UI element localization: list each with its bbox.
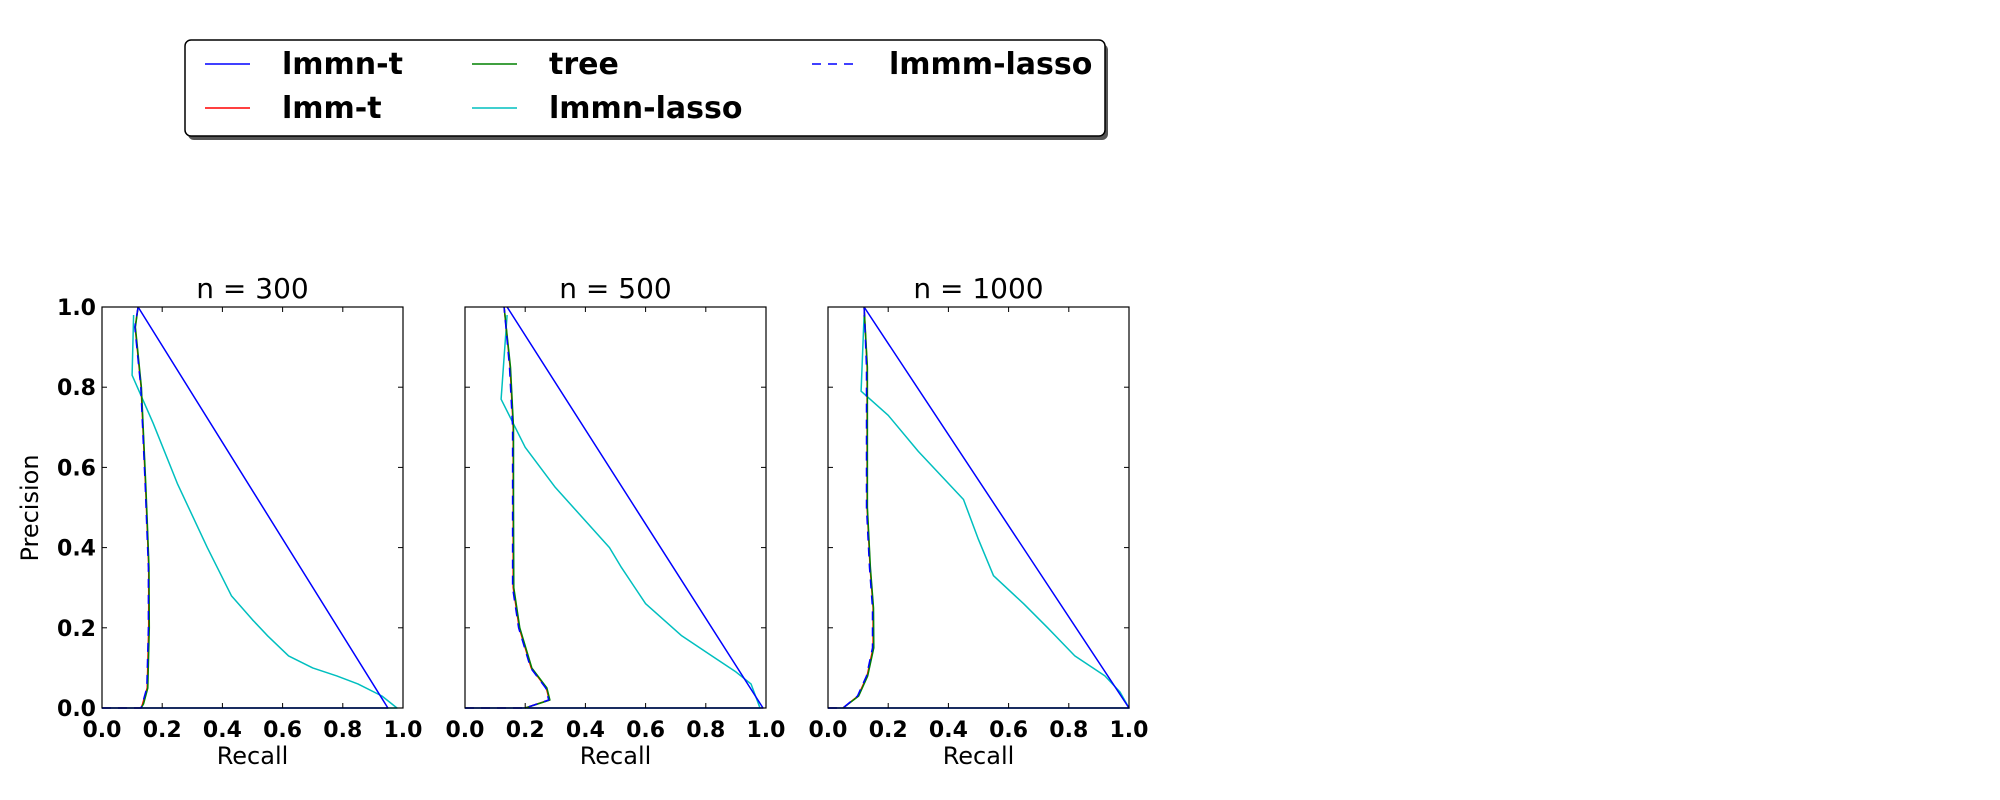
y-tick-label: 0.6 — [57, 456, 96, 481]
legend-frame — [184, 39, 1106, 137]
y-tick-label: 0.2 — [57, 617, 96, 642]
x-tick-label: 0.4 — [566, 718, 605, 743]
x-tick-label: 0.2 — [143, 718, 182, 743]
y-tick-label: 0.0 — [57, 697, 96, 722]
x-tick-label: 1.0 — [747, 718, 786, 743]
plot-area-frame — [464, 306, 767, 709]
series-line-lmmn-t — [102, 306, 389, 709]
series-line-tree — [842, 306, 875, 709]
plot-area-frame — [827, 306, 1130, 709]
x-axis-label: Recall — [943, 742, 1015, 770]
x-tick-label: 0.4 — [929, 718, 968, 743]
panel-1: 0.0 0.2 0.4 0.6 0.8 1.0 0.0 0.2 0.4 0.6 0.8 1.0 n = … — [57, 272, 422, 770]
x-tick-label: 0.0 — [809, 718, 848, 743]
series-line-lmm-t — [842, 306, 874, 709]
panels: 0.0 0.2 0.4 0.6 0.8 1.0 0.0 0.2 0.4 0.6 0.8 1.0 n = … — [57, 272, 1148, 770]
x-tick-label: 0.0 — [83, 718, 122, 743]
legend: lmmn-t lmm-t tree lmmn-lasso lmmm-lasso — [184, 39, 1108, 140]
series-line-tree — [503, 306, 551, 709]
x-tick-label: 0.6 — [263, 718, 302, 743]
legend-label-lmm-t: lmm-t — [282, 91, 382, 126]
y-tick-label: 1.0 — [57, 296, 96, 321]
x-tick-label: 0.6 — [989, 718, 1028, 743]
legend-label-lmmn-lasso: lmmn-lasso — [549, 91, 742, 126]
x-tick-label: 1.0 — [1110, 718, 1149, 743]
plot-area-frame — [101, 306, 404, 709]
y-tick-label: 0.8 — [57, 376, 96, 401]
panel-title: n = 500 — [559, 272, 671, 305]
panel-3: 0.0 0.2 0.4 0.6 0.8 1.0 n = 1000 Recall — [809, 272, 1149, 770]
series-line-lmmm-lasso — [102, 306, 150, 709]
panel-2: 0.0 0.2 0.4 0.6 0.8 1.0 n = 500 Recall — [446, 272, 786, 770]
x-tick-label: 0.8 — [686, 718, 725, 743]
x-tick-label: 0.2 — [506, 718, 545, 743]
series-line-lmmm-lasso — [828, 306, 874, 709]
legend-label-lmmn-t: lmmn-t — [282, 47, 403, 82]
panel-title: n = 1000 — [913, 272, 1043, 305]
x-axis-label: Recall — [580, 742, 652, 770]
panel-title: n = 300 — [196, 272, 308, 305]
y-axis-label: Precision — [16, 454, 44, 561]
legend-label-tree: tree — [549, 47, 619, 82]
legend-label-lmmm-lasso: lmmm-lasso — [889, 47, 1092, 82]
series-line-lmmn-lasso — [102, 314, 398, 709]
series-line-lmmm-lasso — [465, 306, 550, 709]
series-line-lmmn-lasso — [465, 314, 761, 709]
y-tick-label: 0.4 — [57, 537, 96, 562]
x-tick-label: 0.0 — [446, 718, 485, 743]
x-tick-label: 1.0 — [384, 718, 423, 743]
x-tick-label: 0.2 — [869, 718, 908, 743]
x-tick-label: 0.4 — [203, 718, 242, 743]
x-tick-label: 0.8 — [1049, 718, 1088, 743]
x-tick-label: 0.8 — [323, 718, 362, 743]
x-axis-label: Recall — [217, 742, 289, 770]
x-tick-label: 0.6 — [626, 718, 665, 743]
